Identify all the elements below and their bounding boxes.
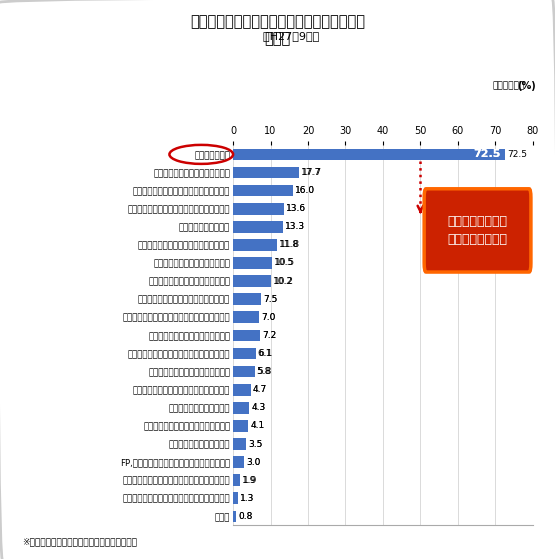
Bar xyxy=(233,167,299,178)
Bar xyxy=(233,384,251,396)
Text: 10.5: 10.5 xyxy=(275,258,295,268)
Text: 13.3: 13.3 xyxy=(285,222,305,231)
Text: 3.5: 3.5 xyxy=(249,439,263,448)
Text: 13.3: 13.3 xyxy=(285,222,305,231)
Text: 3.0: 3.0 xyxy=(246,458,261,467)
Bar xyxy=(233,456,244,468)
Bar xyxy=(233,257,273,269)
Text: 0.8: 0.8 xyxy=(238,512,253,521)
Text: ※住宅金融支援機構公表のデータを元に編集。: ※住宅金融支援機構公表のデータを元に編集。 xyxy=(22,538,137,547)
Bar xyxy=(233,329,260,342)
Text: 7.2: 7.2 xyxy=(262,331,276,340)
Text: 0.8: 0.8 xyxy=(238,512,253,521)
Bar xyxy=(233,348,256,359)
Text: 7.5: 7.5 xyxy=(263,295,278,304)
Text: 金利の低さが最も
重視されている。: 金利の低さが最も 重視されている。 xyxy=(447,215,507,246)
Text: 17.7: 17.7 xyxy=(301,168,321,177)
Bar xyxy=(233,149,504,160)
Text: 4.1: 4.1 xyxy=(250,421,265,430)
FancyBboxPatch shape xyxy=(424,189,531,272)
Text: （複数回答）: （複数回答） xyxy=(492,81,524,90)
Bar xyxy=(233,221,283,233)
Text: 1.3: 1.3 xyxy=(240,494,255,503)
Text: 11.8: 11.8 xyxy=(279,240,299,249)
Text: 16.0: 16.0 xyxy=(295,186,315,195)
Text: 3.0: 3.0 xyxy=(246,458,261,467)
Text: 13.6: 13.6 xyxy=(286,204,306,213)
Bar xyxy=(233,311,259,323)
Text: 10.2: 10.2 xyxy=(273,277,293,286)
Text: 7.0: 7.0 xyxy=(261,313,276,322)
Text: 民間住宅ローン利用者の住宅ローンを選んだ: 民間住宅ローン利用者の住宅ローンを選んだ xyxy=(190,14,365,29)
Bar xyxy=(233,239,278,251)
Text: 4.7: 4.7 xyxy=(253,385,267,394)
Text: 1.3: 1.3 xyxy=(240,494,254,503)
Text: 4.1: 4.1 xyxy=(251,421,265,430)
Text: 決め手: 決め手 xyxy=(264,31,291,46)
Text: 72.5: 72.5 xyxy=(507,150,527,159)
Bar xyxy=(233,492,238,504)
Bar xyxy=(233,475,240,486)
Text: 17.7: 17.7 xyxy=(302,168,322,177)
Text: 10.2: 10.2 xyxy=(274,277,294,286)
Text: 7.0: 7.0 xyxy=(261,313,276,322)
Bar xyxy=(233,293,261,305)
Text: 13.6: 13.6 xyxy=(286,204,306,213)
Bar xyxy=(233,184,293,196)
Bar xyxy=(233,510,236,522)
Text: 72.5: 72.5 xyxy=(473,149,501,159)
Text: 16.0: 16.0 xyxy=(295,186,315,195)
Text: 6.1: 6.1 xyxy=(258,349,272,358)
Text: （H27年9月）: （H27年9月） xyxy=(235,31,320,41)
Text: 10.5: 10.5 xyxy=(274,258,295,268)
Text: 7.5: 7.5 xyxy=(264,295,278,304)
Bar xyxy=(233,203,284,215)
Bar xyxy=(233,402,249,414)
Text: 1.9: 1.9 xyxy=(242,476,256,485)
Text: 1.9: 1.9 xyxy=(243,476,257,485)
Text: 4.7: 4.7 xyxy=(253,385,267,394)
Bar xyxy=(233,366,255,377)
Bar xyxy=(233,275,271,287)
Text: 4.3: 4.3 xyxy=(251,403,265,413)
Bar xyxy=(233,438,246,450)
Text: 7.2: 7.2 xyxy=(263,331,276,340)
Text: 72.5: 72.5 xyxy=(473,149,501,159)
Text: 3.5: 3.5 xyxy=(248,439,263,448)
Text: 11.8: 11.8 xyxy=(280,240,300,249)
Text: 6.1: 6.1 xyxy=(258,349,273,358)
Bar xyxy=(233,420,249,432)
Text: 5.8: 5.8 xyxy=(257,367,271,376)
Text: 5.8: 5.8 xyxy=(257,367,271,376)
Text: (%): (%) xyxy=(517,81,536,91)
Text: 4.3: 4.3 xyxy=(251,403,266,413)
